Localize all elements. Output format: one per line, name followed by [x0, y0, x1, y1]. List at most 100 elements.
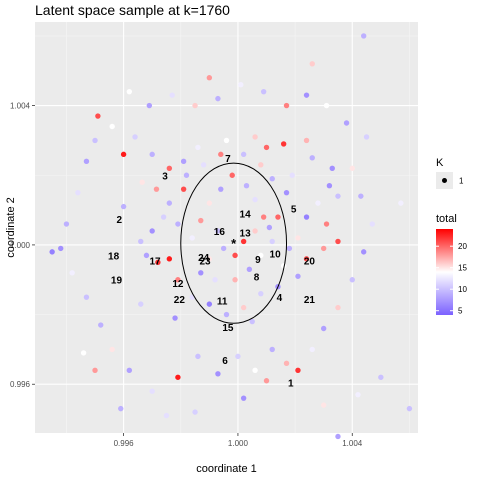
data-point — [363, 134, 370, 140]
data-point — [58, 245, 64, 252]
data-point — [355, 391, 361, 398]
data-point — [195, 144, 201, 151]
data-point — [360, 33, 367, 39]
colorbar-tick-label: 15 — [458, 264, 467, 273]
data-point — [320, 245, 327, 252]
y-tick-label: 0.996 — [10, 380, 31, 389]
data-point — [206, 200, 213, 206]
data-point — [166, 200, 173, 206]
data-point — [252, 134, 258, 140]
cluster-label: 13 — [240, 229, 252, 240]
legend-shape: K 1 — [436, 157, 464, 189]
data-point — [240, 151, 247, 158]
data-point — [109, 123, 115, 130]
data-point — [235, 353, 241, 360]
data-point — [126, 88, 133, 95]
data-point — [153, 186, 160, 192]
cluster-label: 15 — [222, 323, 234, 334]
data-point — [238, 81, 244, 88]
data-point — [220, 245, 227, 252]
data-point — [358, 193, 364, 199]
data-point — [200, 162, 207, 168]
cluster-label: 21 — [304, 295, 316, 306]
cluster-label: 18 — [108, 251, 120, 262]
y-axis-ticks: 0.996 1.000 1.004 — [10, 102, 35, 389]
data-point — [286, 245, 293, 252]
cluster-label: 16 — [214, 227, 226, 238]
data-point — [83, 294, 90, 300]
data-point — [155, 259, 161, 266]
y-tick-label: 1.000 — [10, 241, 31, 250]
data-point — [223, 311, 230, 318]
data-point — [175, 374, 181, 380]
data-point — [335, 193, 341, 199]
cluster-label: 6 — [222, 356, 228, 367]
data-point — [206, 256, 213, 262]
data-point — [323, 102, 330, 109]
data-point — [323, 221, 330, 227]
data-point — [120, 151, 127, 158]
data-point — [192, 102, 198, 109]
data-point — [206, 75, 213, 81]
cluster-label: 2 — [117, 215, 123, 226]
data-point — [315, 200, 321, 206]
data-point — [320, 402, 327, 408]
data-point — [183, 172, 190, 178]
data-point — [138, 301, 144, 307]
x-tick-label: 0.996 — [114, 439, 135, 448]
data-point — [218, 151, 224, 158]
legend-shape-key-dot — [442, 178, 447, 183]
data-point — [80, 350, 87, 356]
data-point — [95, 113, 101, 119]
data-point — [118, 405, 124, 412]
legend-shape-label: 1 — [459, 177, 464, 186]
data-point — [232, 252, 238, 259]
cluster-label: 12 — [172, 279, 184, 290]
data-point — [283, 189, 290, 196]
data-point — [240, 238, 247, 245]
data-point — [369, 221, 375, 227]
data-point — [149, 388, 155, 394]
data-point — [180, 186, 187, 192]
legend-color: total 20 15 10 5 — [436, 213, 467, 316]
data-point — [175, 277, 181, 283]
data-point — [143, 252, 150, 259]
data-point — [139, 179, 145, 185]
data-point — [252, 228, 258, 234]
data-point — [215, 371, 221, 377]
legend-shape-title: K — [436, 157, 444, 169]
data-point — [258, 162, 264, 168]
cluster-label: 23 — [200, 257, 212, 268]
y-axis-title: coordinate 2 — [5, 197, 17, 258]
data-point — [406, 405, 413, 412]
data-point — [246, 266, 253, 272]
data-point — [258, 290, 264, 297]
data-point — [260, 88, 267, 95]
data-point — [215, 228, 221, 234]
legend-colorbar-ticks: 20 15 10 5 — [436, 242, 467, 316]
data-point — [252, 367, 258, 374]
data-point — [349, 277, 355, 283]
data-point — [275, 214, 281, 220]
data-point — [146, 102, 153, 109]
colorbar-tick-label: 20 — [458, 242, 467, 251]
data-point — [266, 224, 273, 231]
colorbar-tick-label: 10 — [458, 285, 467, 294]
y-tick-label: 1.004 — [10, 102, 31, 111]
data-point — [149, 228, 155, 234]
data-point — [335, 304, 341, 311]
cluster-label: 19 — [111, 276, 123, 287]
points-layer — [49, 33, 413, 440]
data-point — [360, 249, 367, 255]
data-point — [303, 214, 310, 220]
data-point — [92, 367, 98, 374]
cluster-label: 5 — [291, 204, 297, 215]
chart-title: Latent space sample at k=1760 — [35, 2, 230, 18]
data-point — [126, 367, 133, 374]
cluster-label: 3 — [162, 171, 168, 182]
cluster-label: 10 — [270, 250, 282, 261]
data-point — [240, 304, 247, 311]
data-point — [138, 238, 144, 245]
x-tick-label: 1.004 — [342, 439, 363, 448]
